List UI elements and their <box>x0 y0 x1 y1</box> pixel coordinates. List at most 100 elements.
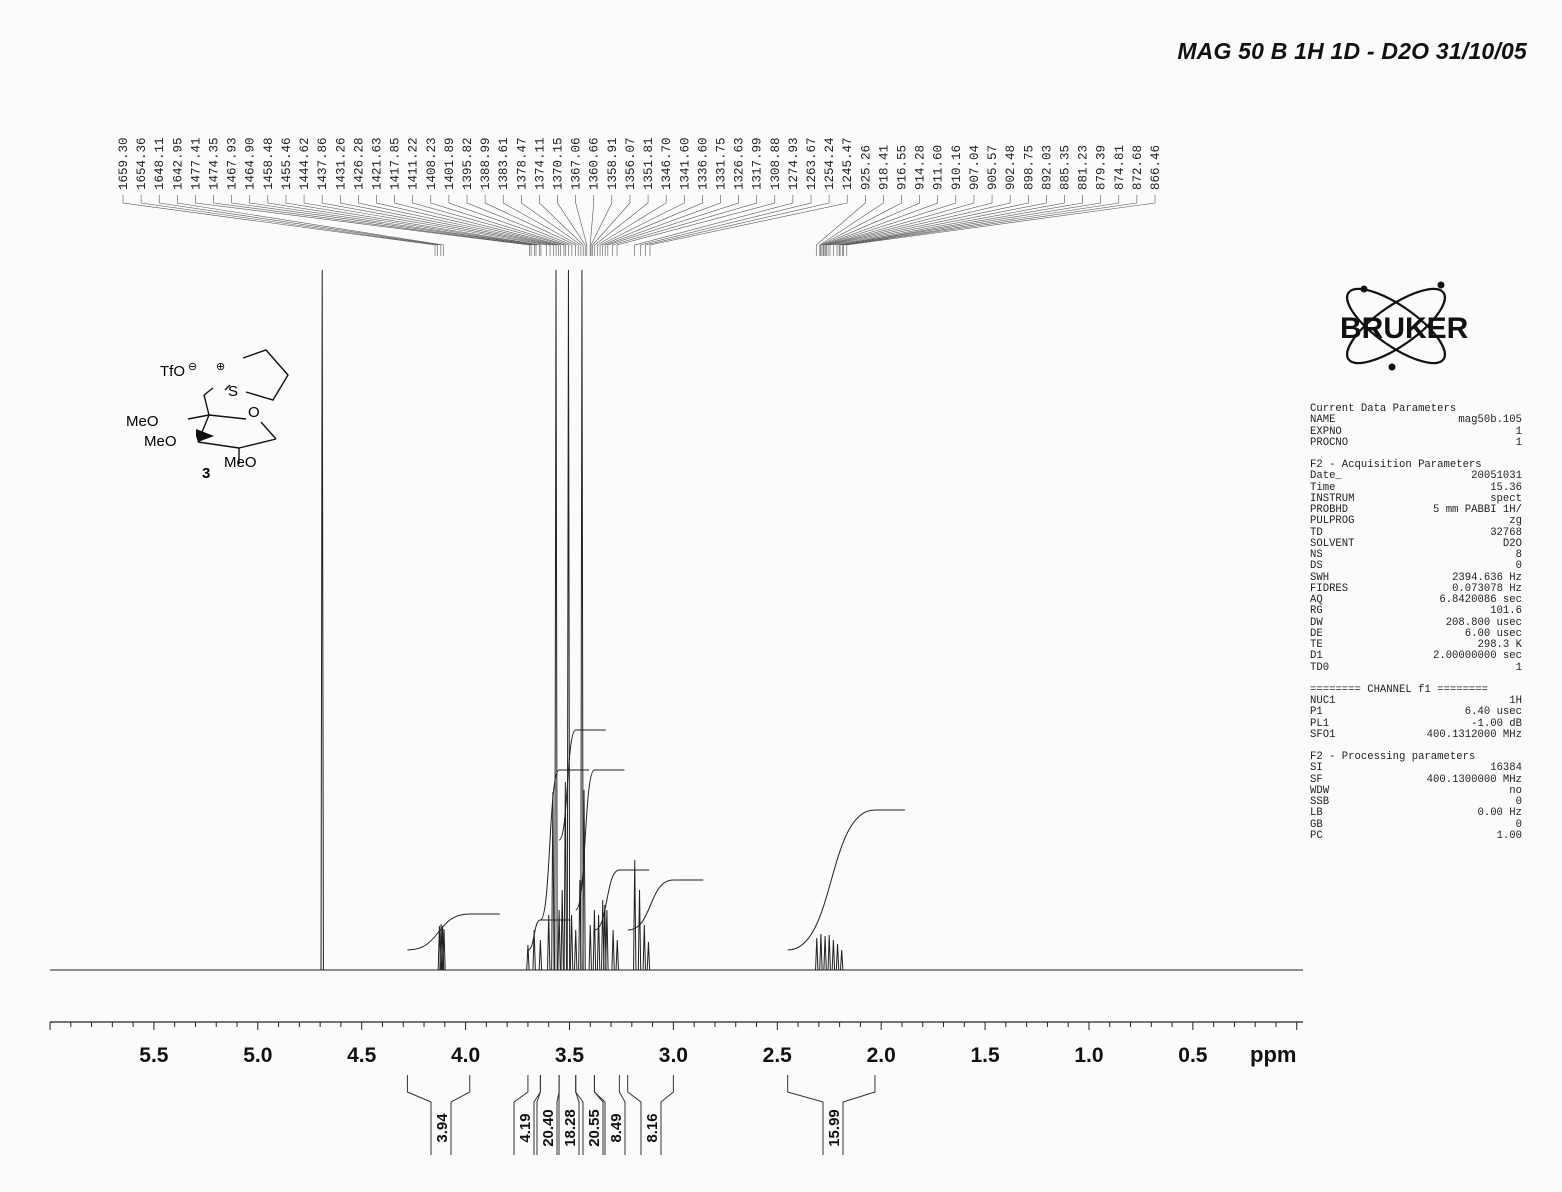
integral-value: 18.28 <box>562 1109 579 1147</box>
spectrum-peak <box>582 789 586 971</box>
peak-leader-line <box>195 195 530 256</box>
peak-leader-line <box>599 195 685 256</box>
peak-leader-line <box>249 195 537 256</box>
current-param-value: 1 <box>1515 436 1522 449</box>
spectrum-peak <box>554 269 558 971</box>
acq-param-row: FIDRES 0.073078 Hz <box>1310 583 1522 595</box>
peak-leader-line <box>602 195 703 256</box>
peak-label: 1417.85 <box>389 137 403 190</box>
acq-param-row: SOLVENT D2O <box>1310 537 1522 550</box>
acq-param-value: 2394.636 Hz <box>1452 571 1522 584</box>
acq-param-value: 20051031 <box>1471 470 1522 483</box>
x-tick-label: 3.5 <box>555 1044 585 1067</box>
integral-bracket <box>842 1075 876 1155</box>
peak-leader-lines <box>122 195 1156 256</box>
channel-header: ======== CHANNEL f1 ======== <box>1310 683 1489 696</box>
acq-param-value: 2.00000000 sec <box>1432 650 1522 663</box>
x-tick-label: 2.0 <box>867 1044 896 1067</box>
proc-params-header: F2 - Processing parameters <box>1310 751 1476 763</box>
peak-leader-line <box>394 195 561 256</box>
peak-leader-line <box>823 195 957 256</box>
peak-leader-line <box>285 195 542 256</box>
channel-param-value: 6.40 usec <box>1464 706 1522 719</box>
peak-leader-line <box>640 195 812 256</box>
spectrum-peak <box>835 943 840 971</box>
integral-curve <box>558 729 606 841</box>
integral-label-group: 8.16 <box>627 1075 674 1155</box>
peak-leader-line <box>521 195 582 256</box>
acq-param-value: 298.3 K <box>1477 639 1522 651</box>
peak-leader-line <box>430 195 566 256</box>
peak-label: 1383.61 <box>497 137 511 190</box>
peak-leader-line <box>557 195 586 256</box>
peak-leader-line <box>833 195 1047 256</box>
spectrum-peak <box>633 859 637 971</box>
peak-label: 1401.89 <box>443 137 457 190</box>
peak-label: 892.03 <box>1040 145 1054 190</box>
ring-oxygen-label: O <box>248 404 260 421</box>
acq-param-key: DS <box>1310 560 1323 573</box>
channel-params-list: NUC1 1H P1 6.40 usec PL1 -1.00 dB SFO1 400.1312… <box>1310 695 1522 741</box>
acq-param-row: NS 8 <box>1310 549 1522 561</box>
peak-leader-line <box>815 195 866 256</box>
peak-leader-line <box>607 195 739 256</box>
peak-leader-line <box>823 195 939 256</box>
acq-param-value: 208.800 usec <box>1445 616 1522 629</box>
peak-leader-line <box>819 195 884 256</box>
peak-label: 1411.22 <box>407 137 421 190</box>
peak-label: 1263.67 <box>805 137 819 190</box>
channel-param-key: P1 <box>1310 706 1323 719</box>
spectrum-peak <box>538 939 543 971</box>
current-param-row: PROCNO 1 <box>1310 436 1522 449</box>
peak-label: 872.68 <box>1131 145 1145 190</box>
acq-param-row: PULPROG zg <box>1310 515 1522 527</box>
channel-param-value: 400.1312000 MHz <box>1426 728 1522 741</box>
integral-bracket <box>787 1075 824 1155</box>
integral-label-group: 4.19 <box>513 1075 541 1155</box>
peak-leader-line <box>466 195 573 256</box>
acquisition-parameters-panel: Current Data Parameters NAME mag50b.105 EX… <box>1310 403 1522 842</box>
acq-param-key: PROBHD <box>1310 504 1349 516</box>
peak-label: 1374.11 <box>533 137 547 190</box>
logo-text: BRUKER <box>1340 312 1469 345</box>
peak-label: 1336.60 <box>696 137 710 190</box>
integral-value: 8.49 <box>608 1113 625 1142</box>
peak-leader-line <box>634 195 794 256</box>
spectrum-peak <box>526 944 530 971</box>
acq-param-key: NS <box>1310 549 1323 561</box>
peak-leader-line <box>539 195 584 256</box>
peak-leader-line <box>649 195 848 256</box>
channel-param-row: P1 6.40 usec <box>1310 706 1522 719</box>
acq-param-row: Date_ 20051031 <box>1310 470 1522 483</box>
counterion-label: TfO <box>160 363 185 380</box>
peak-label: 1421.63 <box>370 137 384 190</box>
peak-leader-line <box>594 195 649 256</box>
integral-bracket <box>593 1075 606 1155</box>
peak-label: 910.16 <box>950 145 964 190</box>
compound-number: 3 <box>202 465 210 482</box>
peak-leader-line <box>590 195 613 256</box>
integral-labels: 3.94 4.19 20.40 18.28 20.55 8.49 8.16 15.99 <box>406 1075 876 1155</box>
integral-value: 3.94 <box>434 1113 451 1143</box>
peak-label: 898.75 <box>1022 145 1036 190</box>
acq-param-row: Time 15.36 <box>1310 482 1522 494</box>
peak-label: 918.41 <box>877 145 891 190</box>
peak-label: 1467.93 <box>226 137 240 190</box>
spectrum-peak <box>601 899 605 971</box>
peak-leader-line <box>321 195 551 256</box>
acq-param-value: D2O <box>1502 537 1522 550</box>
peak-label: 1659.30 <box>117 137 131 190</box>
current-param-key: EXPNO <box>1310 425 1342 438</box>
acq-params-list: Date_ 20051031 Time 15.36 INSTRUM spect PROBHD… <box>1310 470 1522 674</box>
peak-label: 1431.26 <box>334 137 348 190</box>
current-param-row: NAME mag50b.105 <box>1310 414 1522 426</box>
current-params-header: Current Data Parameters <box>1310 403 1457 415</box>
acq-param-value: spect <box>1490 492 1522 505</box>
peak-leader-line <box>836 195 1065 256</box>
peak-label: 916.55 <box>896 145 910 190</box>
peak-leader-line <box>412 195 565 256</box>
spectrum-peak <box>596 914 601 971</box>
spectrum-peak <box>815 937 819 971</box>
proc-param-key: LB <box>1310 807 1323 820</box>
proc-param-value: 0 <box>1515 796 1522 808</box>
